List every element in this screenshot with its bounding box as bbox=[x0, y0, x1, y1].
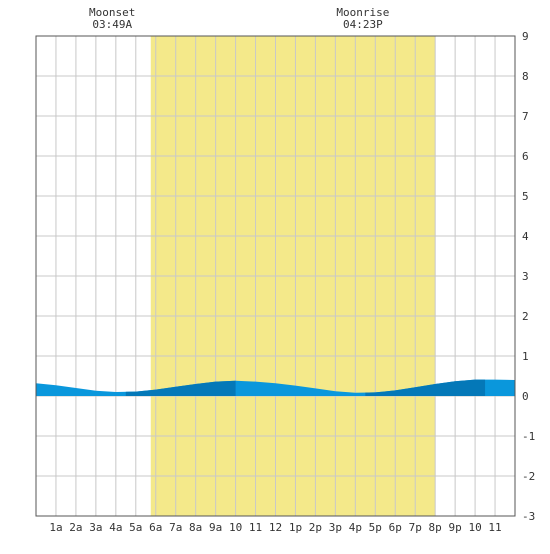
x-tick-label: 1a bbox=[49, 521, 62, 534]
y-tick-label: 9 bbox=[522, 30, 529, 43]
x-tick-label: 2a bbox=[69, 521, 82, 534]
y-tick-label: -1 bbox=[522, 430, 535, 443]
x-tick-label: 6p bbox=[389, 521, 402, 534]
plot-border bbox=[35, 35, 516, 517]
x-tick-label: 10 bbox=[468, 521, 481, 534]
x-tick-label: 4p bbox=[349, 521, 362, 534]
x-tick-label: 3a bbox=[89, 521, 102, 534]
y-tick-label: 5 bbox=[522, 190, 529, 203]
x-tick-label: 8p bbox=[429, 521, 442, 534]
x-tick-label: 6a bbox=[149, 521, 162, 534]
annotation-time: 04:23P bbox=[343, 18, 383, 31]
y-tick-label: 6 bbox=[522, 150, 529, 163]
annotation-label: Moonrise bbox=[336, 6, 389, 19]
annotation-label: Moonset bbox=[89, 6, 135, 19]
y-tick-label: 2 bbox=[522, 310, 529, 323]
x-tick-label: 3p bbox=[329, 521, 342, 534]
y-tick-label: 1 bbox=[522, 350, 529, 363]
y-tick-label: 3 bbox=[522, 270, 529, 283]
x-tick-label: 7a bbox=[169, 521, 182, 534]
annotation-time: 03:49A bbox=[92, 18, 132, 31]
x-tick-label: 2p bbox=[309, 521, 322, 534]
y-tick-label: 0 bbox=[522, 390, 529, 403]
y-tick-label: 7 bbox=[522, 110, 529, 123]
x-tick-label: 1p bbox=[289, 521, 302, 534]
y-tick-label: -3 bbox=[522, 510, 535, 523]
x-tick-label: 9p bbox=[449, 521, 462, 534]
y-tick-label: -2 bbox=[522, 470, 535, 483]
y-tick-label: 8 bbox=[522, 70, 529, 83]
x-tick-label: 11 bbox=[488, 521, 501, 534]
x-tick-label: 4a bbox=[109, 521, 122, 534]
x-tick-label: 8a bbox=[189, 521, 202, 534]
x-tick-label: 9a bbox=[209, 521, 222, 534]
x-tick-label: 12 bbox=[269, 521, 282, 534]
x-tick-label: 5a bbox=[129, 521, 142, 534]
x-tick-label: 5p bbox=[369, 521, 382, 534]
y-tick-label: 4 bbox=[522, 230, 529, 243]
x-tick-label: 11 bbox=[249, 521, 262, 534]
x-tick-label: 10 bbox=[229, 521, 242, 534]
x-tick-label: 7p bbox=[409, 521, 422, 534]
